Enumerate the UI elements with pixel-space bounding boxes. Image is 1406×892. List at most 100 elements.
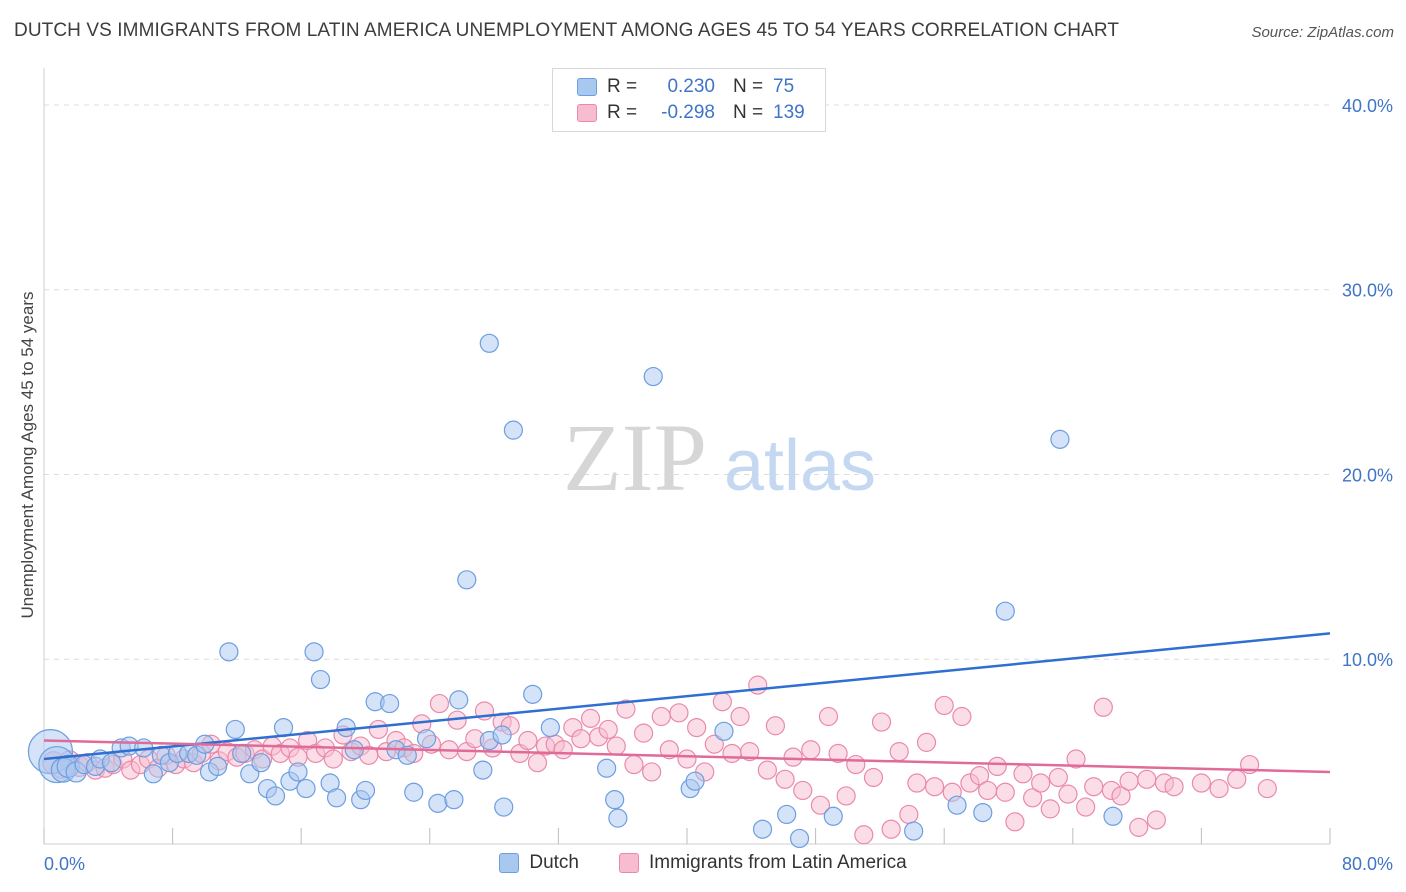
legend-row-immigrants: R = -0.298 N = 139	[577, 101, 813, 125]
immigrants-point	[748, 675, 768, 695]
immigrants-point	[1119, 771, 1139, 791]
immigrants-point	[1066, 749, 1086, 769]
legend-item-dutch: Dutch	[499, 852, 579, 874]
dutch-point	[457, 570, 477, 590]
legend-n-label: N =	[733, 76, 764, 97]
immigrants-point	[669, 703, 689, 723]
immigrants-point	[527, 753, 548, 773]
immigrants-point	[818, 706, 839, 727]
immigrants-point	[1257, 778, 1277, 799]
legend-item-immigrants: Immigrants from Latin America	[619, 852, 907, 874]
correlation-legend: R = 0.230 N = 75 R = -0.298 N = 139	[552, 68, 826, 132]
dutch-point	[232, 743, 252, 764]
immigrants-point	[765, 716, 786, 736]
dutch-point	[494, 797, 514, 817]
trend-lines	[43, 632, 1331, 774]
legend-r-value: 0.230	[667, 76, 715, 97]
y-tick-label: 10.0%	[1342, 650, 1393, 670]
immigrants-point	[969, 766, 990, 786]
dutch-point	[310, 669, 331, 690]
dutch-point	[479, 333, 499, 353]
immigrants-point	[863, 767, 884, 788]
legend-swatch-dutch	[499, 853, 520, 873]
dutch-point	[219, 642, 239, 662]
immigrants-point	[323, 749, 343, 769]
immigrants-point	[871, 712, 892, 732]
dutch-point	[143, 764, 163, 784]
dutch-point	[777, 804, 797, 825]
dutch-point	[265, 786, 286, 806]
immigrants-point	[1209, 778, 1229, 799]
watermark-zip: ZIP	[563, 404, 707, 511]
immigrants-point	[1191, 773, 1212, 793]
immigrants-point	[1005, 812, 1025, 832]
immigrants-point	[1227, 769, 1247, 789]
immigrants-point	[783, 747, 803, 767]
immigrants-point	[553, 740, 573, 760]
immigrants-point	[775, 769, 795, 789]
legend-label-dutch: Dutch	[529, 852, 579, 873]
dutch-point	[904, 821, 924, 841]
immigrants-point	[740, 742, 760, 762]
immigrants-point	[1111, 786, 1131, 806]
immigrants-point	[978, 780, 998, 801]
immigrants-point	[624, 754, 644, 775]
legend-r-label: R =	[607, 102, 638, 123]
dutch-point	[336, 717, 356, 738]
dutch-point	[823, 806, 843, 826]
immigrants-point	[1084, 777, 1104, 797]
immigrants-point	[712, 692, 732, 712]
dutch-point	[473, 760, 493, 780]
immigrants-point	[368, 719, 388, 740]
immigrants-point	[1093, 697, 1113, 717]
immigrants-point	[907, 773, 927, 793]
legend-r-label: R =	[607, 76, 638, 97]
chart-title: DUTCH VS IMMIGRANTS FROM LATIN AMERICA U…	[14, 20, 1120, 41]
dutch-point	[251, 753, 271, 773]
dutch-point	[208, 756, 228, 777]
legend-n-label: N =	[733, 102, 764, 123]
immigrants-point	[793, 780, 813, 801]
immigrants-point	[1129, 817, 1149, 837]
dutch-point	[947, 795, 967, 815]
dutch-point	[540, 717, 560, 738]
dutch-point	[685, 771, 705, 791]
dutch-point	[428, 793, 448, 813]
legend-n-value: 139	[773, 102, 805, 123]
dutch-point	[397, 745, 417, 765]
legend-n-value: 75	[773, 76, 795, 97]
immigrants-point	[881, 819, 901, 839]
dutch-point	[1103, 806, 1123, 826]
immigrants-trend-line	[43, 739, 1331, 774]
legend-swatch-immigrants	[577, 104, 597, 122]
immigrants-point	[757, 760, 777, 780]
dutch-point	[973, 802, 993, 823]
immigrants-point	[836, 786, 856, 806]
y-tick-label: 40.0%	[1342, 96, 1393, 116]
legend-row-dutch: R = 0.230 N = 75	[577, 75, 813, 99]
immigrants-point	[801, 740, 821, 760]
dutch-point	[789, 828, 810, 849]
tick-labels: 10.0% 20.0% 30.0% 40.0% 0.0% 80.0%	[44, 96, 1393, 874]
immigrants-point	[722, 743, 742, 764]
immigrants-point	[846, 754, 866, 775]
immigrants-point	[987, 756, 1007, 777]
dutch-point	[101, 753, 122, 773]
dutch-point	[523, 684, 543, 704]
dutch-point	[492, 725, 512, 745]
dutch-point	[449, 690, 469, 710]
watermark-atlas: atlas	[724, 426, 876, 506]
series-immigrants-points	[42, 675, 1277, 845]
immigrants-point	[633, 723, 654, 743]
immigrants-point	[1137, 769, 1157, 789]
legend-label-immigrants: Immigrants from Latin America	[649, 852, 907, 873]
immigrants-point	[730, 706, 750, 727]
dutch-point	[304, 642, 324, 662]
immigrants-point	[1040, 799, 1060, 819]
legend-swatch-dutch	[577, 78, 597, 96]
dutch-point	[355, 780, 376, 801]
dutch-point	[995, 601, 1015, 621]
immigrants-point	[1058, 784, 1078, 804]
immigrants-point	[429, 693, 450, 714]
watermark: ZIP atlas	[563, 404, 876, 511]
